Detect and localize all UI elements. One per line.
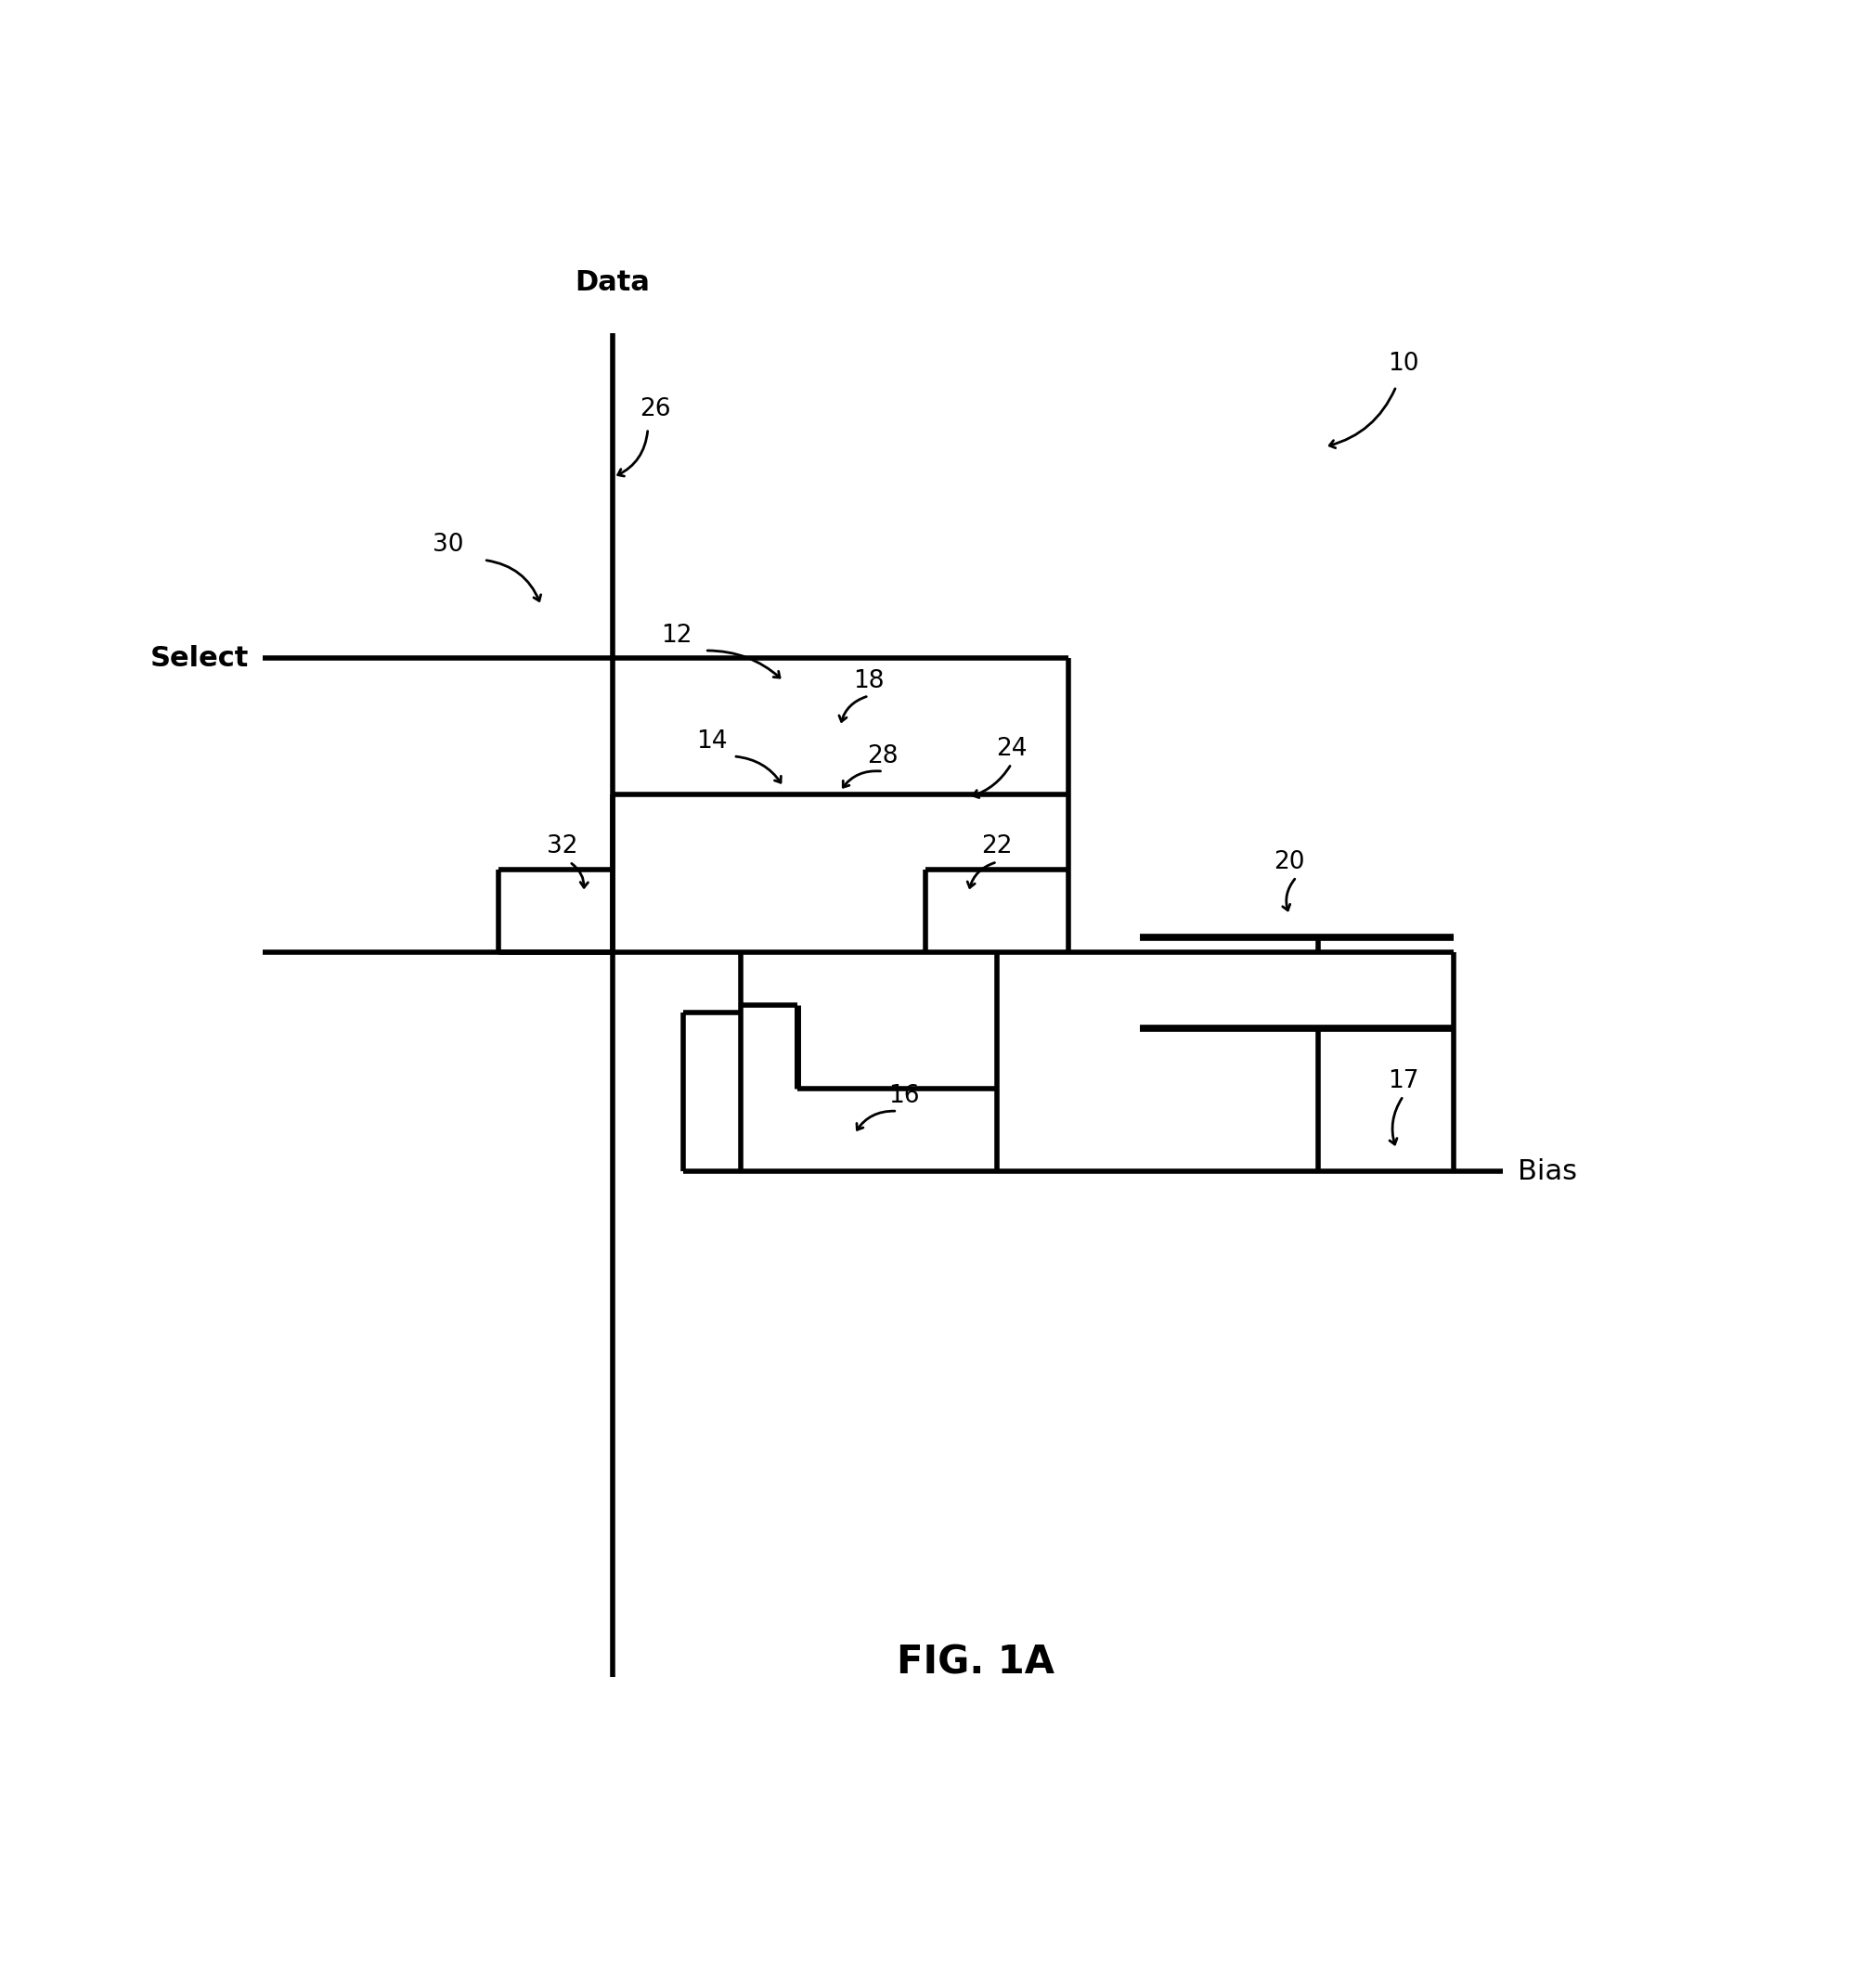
Text: 12: 12: [660, 624, 692, 647]
Text: 32: 32: [546, 835, 578, 859]
Text: 24: 24: [996, 737, 1026, 761]
Text: 26: 26: [640, 396, 670, 422]
Text: Data: Data: [574, 269, 649, 296]
Text: 18: 18: [854, 669, 884, 692]
Text: 17: 17: [1388, 1069, 1418, 1092]
Text: 14: 14: [696, 729, 728, 753]
Text: 28: 28: [867, 743, 899, 769]
Text: 20: 20: [1274, 849, 1306, 875]
Text: Select: Select: [150, 645, 250, 671]
Text: 22: 22: [981, 835, 1013, 859]
Text: 10: 10: [1388, 351, 1418, 377]
Text: 16: 16: [889, 1084, 919, 1108]
Text: 30: 30: [433, 533, 463, 557]
Text: FIG. 1A: FIG. 1A: [897, 1643, 1054, 1683]
Text: Bias: Bias: [1518, 1159, 1576, 1184]
